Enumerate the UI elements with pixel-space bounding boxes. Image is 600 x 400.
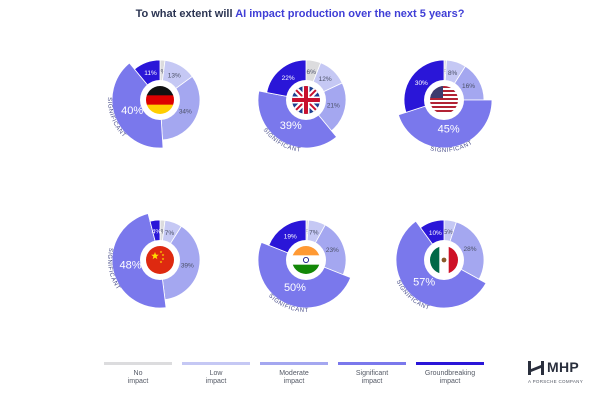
slice-label: 57% <box>413 277 435 289</box>
slice-label: 16% <box>462 83 475 90</box>
slice-label: 39% <box>181 263 194 270</box>
slice-label: 30% <box>415 80 428 87</box>
slice-label: 4% <box>152 229 162 236</box>
legend-swatch <box>416 362 484 365</box>
legend-item-significant-impact: Significant impact <box>338 362 406 386</box>
legend-label: impact <box>361 378 383 385</box>
slice-label: 39% <box>280 120 302 132</box>
china-flag-icon <box>146 246 174 274</box>
slice-label: 8% <box>448 70 458 77</box>
slice-label: 10% <box>429 230 442 237</box>
legend-label: impact <box>283 378 305 385</box>
slice-label: 45% <box>438 124 460 136</box>
slice-label: 7% <box>309 230 319 237</box>
legend-label: Moderate <box>279 370 309 377</box>
slice-label: 6% <box>307 69 317 76</box>
title-prefix: To what extent will <box>135 8 236 20</box>
legend-label: Low <box>209 370 223 377</box>
legend-label: Groundbreaking <box>424 370 476 377</box>
legend-item-moderate-impact: Moderate impact <box>260 362 328 386</box>
legend-item-low-impact: Low impact <box>182 362 250 386</box>
slice-label: 48% <box>120 260 142 272</box>
slice-label: 12% <box>319 76 332 83</box>
brand-subtitle: A PORSCHE COMPANY <box>528 379 584 384</box>
legend-label: impact <box>439 378 461 385</box>
slice-label: 7% <box>165 230 175 237</box>
slice-label: 23% <box>326 247 339 254</box>
slice-label: 21% <box>327 103 340 110</box>
brand-name: MHP <box>547 359 580 375</box>
slice-label: 2% <box>157 69 167 76</box>
germany-flag-icon <box>146 86 174 114</box>
brand-logo: MHP A PORSCHE COMPANY <box>528 358 594 394</box>
slice-label: 5% <box>444 229 454 236</box>
slice-label: 50% <box>284 282 306 294</box>
slice-label: 34% <box>179 108 192 115</box>
legend: No impact Low impact Moderate impact Sig… <box>104 362 484 398</box>
slice-label: 11% <box>144 70 157 77</box>
mexico-flag-icon <box>430 246 458 274</box>
legend-label: Significant <box>355 370 389 377</box>
mhp-logo-icon <box>528 361 544 375</box>
slice-label: 22% <box>282 75 295 82</box>
slice-label: 1% <box>440 69 450 76</box>
page-title: To what extent will AI impact production… <box>0 8 600 20</box>
slice-label: 40% <box>121 105 143 117</box>
slice-label: 13% <box>168 72 181 79</box>
legend-swatch <box>338 362 406 365</box>
legend-item-groundbreaking-impact: Groundbreaking impact <box>416 362 484 386</box>
legend-swatch <box>260 362 328 365</box>
slice-label: 19% <box>284 233 297 240</box>
legend-label: impact <box>127 378 149 385</box>
legend-item-no-impact: No impact <box>104 362 172 386</box>
legend-swatch <box>182 362 250 365</box>
slice-label: 28% <box>464 246 477 253</box>
legend-label: No <box>133 370 143 377</box>
uk-flag-icon <box>292 86 320 114</box>
legend-label: impact <box>205 378 227 385</box>
slice-label: 1% <box>302 229 312 236</box>
slice-label: 2% <box>157 229 167 236</box>
legend-swatch <box>104 362 172 365</box>
title-accent: AI impact production over the next 5 yea… <box>235 8 465 20</box>
usa-flag-icon <box>430 86 458 114</box>
india-flag-icon <box>292 246 320 274</box>
